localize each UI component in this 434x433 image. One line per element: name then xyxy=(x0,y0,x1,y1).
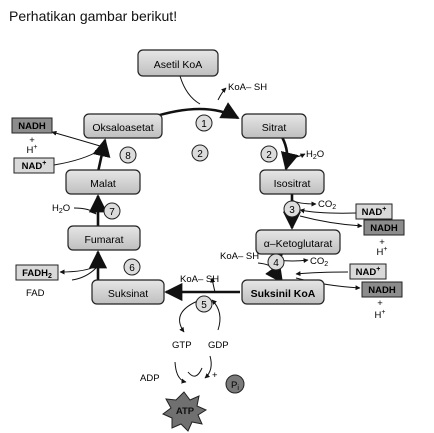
arrow-malat-to-oksaloasetat xyxy=(92,138,111,173)
step-marker-8: 8 xyxy=(119,146,137,164)
svg-text:5: 5 xyxy=(201,300,207,311)
compound-suksinil-koa: Suksinil KoA xyxy=(241,279,325,305)
step-marker-1: 1 xyxy=(195,114,213,132)
label-asetil-koa: Asetil KoA xyxy=(154,59,202,71)
step-marker-2-center: 2 xyxy=(191,144,209,162)
step-marker-5: 5 xyxy=(195,295,213,313)
arrow-oksaloasetat-to-sitrat xyxy=(149,102,240,120)
page-title: Perhatikan gambar berikut! xyxy=(9,8,178,24)
svg-text:+: + xyxy=(377,298,383,309)
svg-text:2: 2 xyxy=(197,149,203,160)
svg-text:FADH2: FADH2 xyxy=(22,268,52,280)
svg-text:NAD+: NAD+ xyxy=(362,206,387,218)
hplus-3: + H+ xyxy=(375,298,386,321)
svg-text:7: 7 xyxy=(109,207,115,218)
label-ketoglutarat: α–Ketoglutarat xyxy=(264,238,333,250)
svg-text:H+: H+ xyxy=(27,144,38,156)
label-h2o-1: H2O xyxy=(306,149,324,161)
step-marker-2: 2 xyxy=(260,145,278,163)
cofactor-nadh-2: NADH xyxy=(363,219,405,236)
label-plus-pi: + xyxy=(212,370,218,381)
compound-suksinat: Suksinat xyxy=(91,279,165,305)
compound-sitrat: Sitrat xyxy=(241,113,307,139)
cofactor-nad-3: NAD+ xyxy=(349,263,387,280)
compound-asetil-koa: Asetil KoA xyxy=(137,49,219,77)
svg-text:4: 4 xyxy=(273,258,279,269)
step-marker-4: 4 xyxy=(267,253,285,271)
svg-text:Pi: Pi xyxy=(231,380,239,392)
label-co2-2: CO2 xyxy=(310,256,328,268)
label-sitrat: Sitrat xyxy=(262,122,287,134)
atp-starburst: ATP xyxy=(162,391,208,432)
compound-malat: Malat xyxy=(65,169,141,195)
label-fumarat: Fumarat xyxy=(84,234,123,246)
svg-text:3: 3 xyxy=(289,205,295,216)
step-markers: 1 2 2 3 4 5 6 7 8 xyxy=(103,114,301,313)
svg-text:H+: H+ xyxy=(377,246,388,258)
step-marker-7: 7 xyxy=(103,202,121,220)
svg-text:NADH: NADH xyxy=(368,285,396,296)
label-co2-1: CO2 xyxy=(318,199,336,211)
svg-text:NAD+: NAD+ xyxy=(22,160,47,172)
svg-text:8: 8 xyxy=(125,151,131,162)
label-gdp: GDP xyxy=(208,340,229,351)
label-gtp: GTP xyxy=(172,340,192,351)
label-atp: ATP xyxy=(176,406,195,417)
label-suksinil-koa: Suksinil KoA xyxy=(251,288,316,300)
label-fad: FAD xyxy=(26,288,45,299)
svg-text:NADH: NADH xyxy=(18,121,46,132)
pi-circle: Pi xyxy=(225,374,245,394)
svg-text:NAD+: NAD+ xyxy=(356,266,381,278)
label-h2o-2: H2O xyxy=(52,203,70,215)
cofactor-fadh2: FADH2 xyxy=(15,264,59,281)
label-oksaloasetat: Oksaloasetat xyxy=(92,122,153,134)
compound-oksaloasetat: Oksaloasetat xyxy=(83,113,163,139)
label-koash-2: KoA– SH xyxy=(220,251,259,262)
compound-isositrat: Isositrat xyxy=(259,169,325,195)
svg-text:H+: H+ xyxy=(375,309,386,321)
svg-text:1: 1 xyxy=(201,119,207,130)
compound-ketoglutarat: α–Ketoglutarat xyxy=(255,229,341,255)
label-koash-3: KoA– SH xyxy=(180,274,219,285)
hplus-1: + H+ xyxy=(27,135,38,156)
svg-text:NADH: NADH xyxy=(370,223,398,234)
svg-text:+: + xyxy=(29,135,35,146)
label-malat: Malat xyxy=(90,178,116,190)
svg-text:6: 6 xyxy=(129,263,135,274)
molecule-labels: KoA– SH H2O CO2 KoA– SH CO2 KoA– SH H2O … xyxy=(26,82,336,299)
cofactor-nad-1: NAD+ xyxy=(13,157,55,174)
label-isositrat: Isositrat xyxy=(274,178,311,190)
energy-labels: GTP GDP ADP + xyxy=(140,340,229,384)
step-marker-6: 6 xyxy=(123,258,141,276)
step-marker-3: 3 xyxy=(283,200,301,218)
cofactor-nadh-3: NADH xyxy=(361,281,403,298)
label-adp: ADP xyxy=(140,373,160,384)
label-koash-1: KoA– SH xyxy=(228,82,267,93)
svg-text:2: 2 xyxy=(266,150,272,161)
arrow-sitrat-to-isositrat xyxy=(280,136,299,171)
cofactor-nadh-1: NADH xyxy=(11,117,53,134)
hplus-2: + H+ xyxy=(377,237,388,258)
compound-fumarat: Fumarat xyxy=(67,225,141,251)
label-suksinat: Suksinat xyxy=(108,288,148,300)
cofactor-nad-2: NAD+ xyxy=(355,203,393,220)
svg-text:+: + xyxy=(379,237,385,248)
